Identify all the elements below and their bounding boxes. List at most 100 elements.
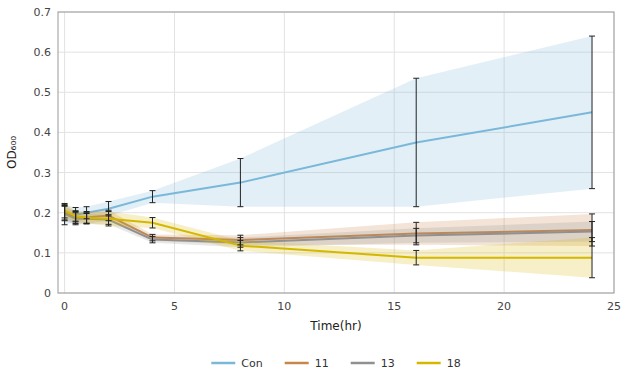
error-bar-stem (152, 191, 153, 203)
legend-swatch (285, 362, 309, 365)
error-bar-stem (416, 222, 417, 244)
legend-swatch (211, 362, 235, 365)
error-bar-stem (240, 240, 241, 250)
x-tick-label: 0 (61, 300, 68, 313)
error-bar (106, 212, 112, 226)
error-bar-cap (73, 224, 79, 225)
error-bar (413, 78, 419, 206)
y-tick-label: 0.4 (34, 126, 52, 139)
error-bar-cap (84, 206, 90, 207)
x-grid-line (174, 12, 175, 293)
error-bar-cap (413, 78, 419, 79)
grid (58, 12, 614, 293)
error-bar-stem (416, 78, 417, 206)
error-bar-stem (75, 211, 76, 221)
legend: Con 11 13 18 (211, 357, 460, 370)
y-tick-label: 0.6 (34, 46, 52, 59)
legend-label: 18 (447, 357, 461, 370)
error-bar (149, 236, 155, 242)
legend-label: Con (241, 357, 262, 370)
error-bar (149, 218, 155, 228)
error-bar (73, 207, 79, 221)
error-bar-cap (73, 207, 79, 208)
error-bar-cap (149, 227, 155, 228)
error-bar-stem (75, 207, 76, 221)
error-band (65, 36, 592, 225)
x-tick-label: 15 (387, 300, 401, 313)
error-bar-cap (237, 240, 243, 241)
error-bar-stem (152, 218, 153, 228)
data-area (62, 36, 595, 278)
error-bar-cap (413, 250, 419, 251)
series-line (65, 112, 592, 214)
error-bar-stem (592, 238, 593, 278)
series-line (65, 211, 592, 258)
legend-swatch (417, 362, 441, 365)
error-bar-cap (106, 211, 112, 212)
error-bar (589, 238, 595, 278)
error-bar-stem (416, 228, 417, 242)
error-bar-cap (106, 201, 112, 202)
error-bar-cap (62, 224, 68, 225)
error-bar (413, 250, 419, 264)
error-bar-cap (237, 206, 243, 207)
error-bar-cap (237, 237, 243, 238)
legend-swatch (351, 362, 375, 365)
error-bar-cap (149, 202, 155, 203)
error-bar-cap (589, 188, 595, 189)
error-bar-cap (73, 221, 79, 222)
error-bar-stem (592, 36, 593, 189)
legend-label: 13 (381, 357, 395, 370)
y-grid-line (58, 212, 614, 213)
error-bar (84, 212, 90, 224)
error-bar-cap (106, 210, 112, 211)
chart: 00.10.20.30.40.50.60.70510152025Time(hr)… (0, 0, 630, 379)
error-bar-cap (413, 244, 419, 245)
error-bar (73, 211, 79, 221)
error-bar-cap (62, 220, 68, 221)
error-bar-cap (413, 206, 419, 207)
error-bar-cap (73, 210, 79, 211)
error-bar (84, 213, 90, 223)
x-tick-label: 20 (497, 300, 511, 313)
error-bar (237, 159, 243, 207)
error-bar-stem (64, 203, 65, 217)
error-bar-cap (413, 242, 419, 243)
error-bar (237, 240, 243, 250)
error-bar-stem (86, 213, 87, 223)
error-bar (413, 222, 419, 244)
y-tick-label: 0 (44, 287, 51, 300)
y-tick-label: 0.1 (34, 247, 52, 260)
x-axis-label: Time(hr) (309, 319, 361, 333)
error-bar-cap (589, 277, 595, 278)
error-bar-cap (84, 223, 90, 224)
error-bar (413, 228, 419, 242)
y-tick-label: 0.3 (34, 167, 52, 180)
plot-frame (58, 12, 614, 293)
error-bar-cap (106, 225, 112, 226)
error-bar-cap (149, 190, 155, 191)
legend-item: Con (211, 357, 262, 370)
legend-item: 18 (417, 357, 461, 370)
error-bar-cap (84, 223, 90, 224)
error-bar (149, 191, 155, 203)
error-bar-stem (86, 214, 87, 224)
error-bar-stem (416, 250, 417, 264)
x-tick-label: 10 (277, 300, 291, 313)
legend-item: 11 (285, 357, 329, 370)
error-bar-stem (240, 159, 241, 207)
error-bar-cap (237, 158, 243, 159)
legend-label: 11 (315, 357, 329, 370)
x-tick-label: 25 (607, 300, 621, 313)
error-bar-cap (62, 203, 68, 204)
error-band (65, 203, 592, 277)
error-bar-cap (84, 212, 90, 213)
error-bar (84, 214, 90, 224)
error-bar-stem (86, 212, 87, 224)
error-bar-cap (84, 223, 90, 224)
y-tick-label: 0.5 (34, 86, 52, 99)
error-bar-stem (108, 212, 109, 226)
error-bar-cap (413, 264, 419, 265)
error-bar-cap (62, 217, 68, 218)
error-bar (62, 203, 68, 217)
